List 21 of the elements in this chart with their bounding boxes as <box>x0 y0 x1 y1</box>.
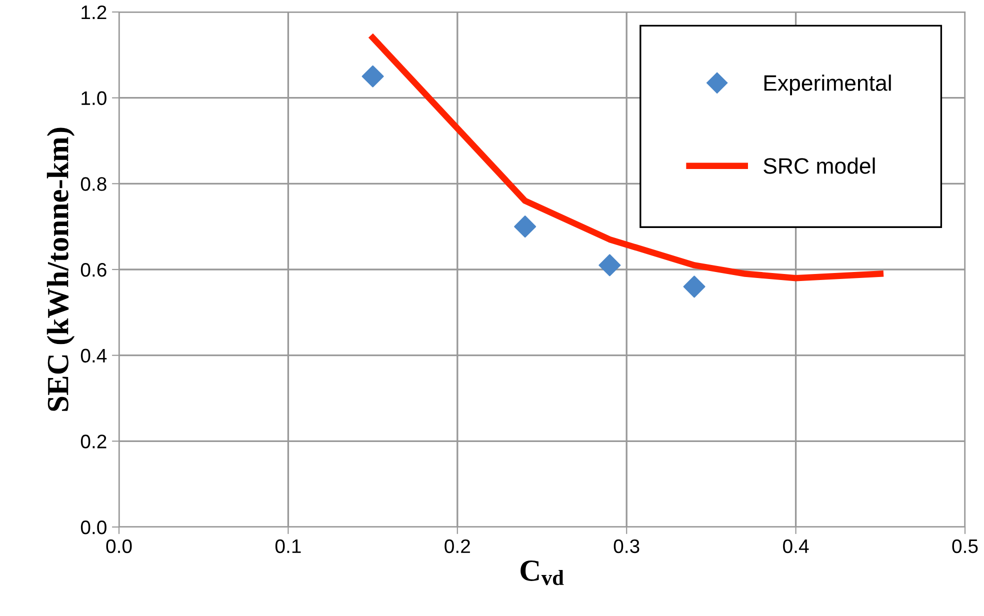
y-tick-label: 1.0 <box>82 91 106 106</box>
x-tick-label: 0.4 <box>783 539 809 554</box>
point <box>598 254 621 276</box>
x-tick-label: 0.1 <box>275 539 301 554</box>
point <box>514 216 536 238</box>
y-tick-label: 0.6 <box>80 262 106 277</box>
y-tick-label: 0.2 <box>80 434 106 448</box>
legend-label: Experimental <box>764 74 891 96</box>
y-axis-title: SEC (kWh/tonne-km) <box>46 128 75 411</box>
point <box>683 276 706 298</box>
x-tick-label: 0.3 <box>614 539 640 554</box>
x-tick-label: 0.0 <box>106 539 132 554</box>
y-tick-label: 0.4 <box>80 348 107 363</box>
y-tick-label: 0.8 <box>80 177 106 191</box>
x-tick-label: 0.2 <box>444 539 470 554</box>
y-tick-label: 0.0 <box>80 520 106 534</box>
x-tick-label: 0.5 <box>952 539 978 554</box>
x-axis-title: C$_{vd}$ <box>520 560 564 586</box>
point <box>362 65 384 88</box>
legend-label: SRC model <box>764 158 875 174</box>
y-tick-label: 1.2 <box>82 5 106 20</box>
